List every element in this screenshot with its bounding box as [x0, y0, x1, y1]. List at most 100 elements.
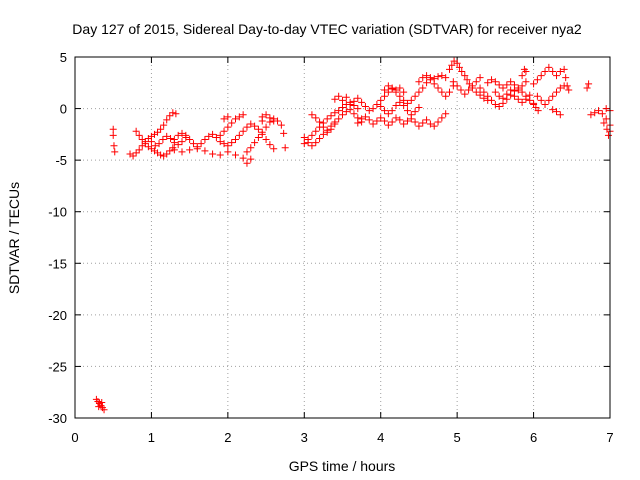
x-tick-label: 5: [454, 430, 461, 445]
data-point: [228, 139, 236, 147]
data-point: [507, 78, 515, 86]
x-tick-label: 7: [606, 430, 613, 445]
data-point: [403, 99, 411, 107]
data-point: [411, 108, 419, 116]
data-point: [602, 115, 610, 123]
data-point: [415, 104, 423, 112]
data-point: [530, 80, 538, 88]
data-point: [331, 95, 339, 103]
data-point: [220, 127, 228, 135]
data-point: [209, 130, 217, 138]
x-tick-label: 1: [148, 430, 155, 445]
data-point: [169, 109, 177, 117]
data-point: [396, 84, 404, 92]
data-point: [132, 127, 140, 135]
data-point: [472, 78, 480, 86]
data-point: [239, 111, 247, 119]
data-point: [377, 114, 385, 122]
data-point: [484, 79, 492, 87]
data-point: [216, 151, 224, 159]
data-point: [312, 139, 320, 147]
data-point: [503, 81, 511, 89]
data-point: [472, 88, 480, 96]
data-point: [453, 82, 461, 90]
data-point: [453, 59, 461, 67]
data-point: [331, 109, 339, 117]
data-point: [411, 118, 419, 126]
data-point: [174, 141, 182, 149]
data-point: [426, 74, 434, 82]
data-point: [247, 144, 255, 152]
data-point: [189, 140, 197, 148]
data-point: [480, 88, 488, 96]
data-point: [339, 111, 346, 119]
data-point: [553, 72, 560, 80]
data-point: [212, 133, 220, 141]
data-point: [442, 110, 450, 118]
data-point: [392, 114, 400, 122]
data-point: [354, 105, 362, 113]
data-point: [280, 129, 288, 137]
data-point: [537, 96, 545, 104]
data-point: [603, 125, 611, 133]
data-point: [369, 120, 377, 128]
data-point: [562, 74, 570, 82]
data-series-sdtvar: [92, 57, 614, 414]
data-point: [262, 111, 270, 119]
data-point: [442, 74, 450, 82]
data-point: [339, 96, 346, 104]
data-point: [377, 103, 385, 111]
data-point: [514, 86, 522, 94]
data-point: [170, 136, 178, 144]
data-point: [507, 86, 515, 94]
data-point: [465, 86, 473, 94]
data-point: [381, 117, 389, 125]
x-tick-label: 4: [377, 430, 384, 445]
y-tick-label: -20: [48, 308, 67, 323]
data-point: [457, 86, 465, 94]
x-tick-label: 6: [530, 430, 537, 445]
data-point: [522, 78, 530, 86]
data-point: [361, 103, 369, 111]
data-point: [300, 133, 308, 141]
data-point: [434, 73, 442, 81]
data-point: [549, 92, 557, 100]
data-point: [174, 131, 182, 139]
data-point: [503, 90, 511, 98]
data-point: [565, 86, 573, 94]
data-point: [205, 132, 213, 140]
data-point: [400, 101, 408, 109]
x-tick-label: 0: [71, 430, 78, 445]
data-point: [135, 131, 143, 139]
data-point: [251, 122, 259, 130]
data-point: [220, 140, 228, 148]
data-point: [193, 145, 201, 153]
data-point: [354, 119, 362, 127]
y-tick-label: 0: [60, 102, 67, 117]
data-point: [476, 84, 484, 92]
data-point: [201, 136, 209, 144]
data-point: [232, 115, 239, 123]
data-point: [228, 119, 236, 127]
data-point: [455, 63, 463, 71]
data-point: [251, 139, 259, 147]
y-tick-label: -10: [48, 205, 67, 220]
data-point: [518, 88, 526, 96]
data-point: [403, 107, 411, 115]
data-point: [553, 108, 560, 116]
data-point: [530, 99, 538, 107]
data-point: [304, 139, 312, 147]
data-point: [247, 120, 255, 128]
data-point: [384, 121, 392, 129]
data-point: [266, 141, 274, 149]
data-point: [534, 107, 542, 115]
data-point: [95, 403, 103, 411]
data-point: [522, 67, 530, 75]
data-point: [396, 116, 404, 124]
data-point: [426, 120, 434, 128]
data-point: [461, 90, 469, 98]
data-point: [224, 113, 232, 121]
data-point: [163, 150, 171, 158]
data-point: [339, 104, 346, 112]
data-point: [392, 86, 400, 94]
